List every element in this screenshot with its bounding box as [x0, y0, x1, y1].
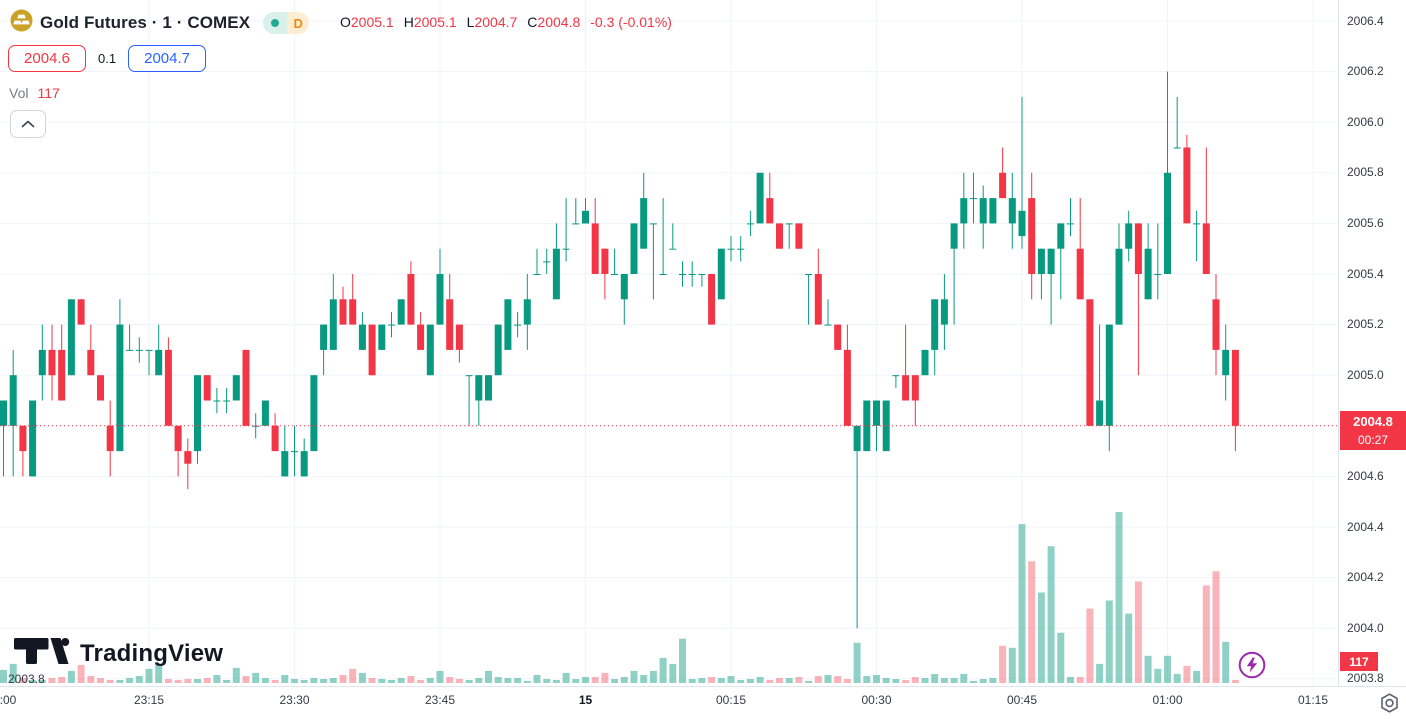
- chevron-up-icon: [21, 115, 35, 133]
- price-axis-label: 2006.4: [1347, 13, 1384, 28]
- time-axis-label: 00:30: [861, 693, 892, 707]
- tradingview-logo-icon: [14, 638, 70, 669]
- price-axis-label: 2006.0: [1347, 114, 1384, 129]
- time-axis[interactable]: :00 23:15 23:30 23:45 15 00:15 00:30 00:45 01:00…: [0, 686, 1406, 719]
- bar-countdown: 00:27: [1357, 432, 1389, 447]
- spread-value: 0.1: [98, 51, 117, 66]
- price-axis-bottom-label: 2003.8: [8, 672, 45, 686]
- last-price-countdown-label: 2004.8 00:27: [1340, 410, 1406, 450]
- candlestick-chart[interactable]: [0, 0, 1338, 686]
- status-dot: [263, 12, 288, 34]
- last-price-value: 2004.8: [1353, 413, 1393, 429]
- time-axis-label: 01:15: [1297, 693, 1329, 707]
- tradingview-watermark: TradingView: [14, 638, 223, 669]
- time-axis-label: :00: [0, 693, 17, 707]
- symbol-title[interactable]: Gold Futures · 1 · COMEX: [40, 13, 251, 32]
- high-label: H: [403, 14, 414, 30]
- change-value: -0.3 (-0.01%): [590, 14, 672, 30]
- time-axis-label: 00:15: [715, 693, 747, 707]
- close-label: C: [527, 14, 538, 30]
- price-axis-label: 2004.2: [1347, 570, 1384, 585]
- low-value: 2004.7: [474, 14, 518, 30]
- delayed-data-badge[interactable]: D: [287, 12, 310, 34]
- price-axis[interactable]: 2006.4 2006.2 2006.0 2005.8 2005.6 2005.4 2005…: [1338, 0, 1406, 686]
- open-value: 2005.1: [350, 14, 394, 30]
- settings-icon[interactable]: [1379, 692, 1400, 719]
- volume-legend: Vol 117: [9, 85, 60, 101]
- time-axis-label: 23:15: [133, 693, 165, 707]
- price-axis-label: 2004.4: [1347, 519, 1384, 534]
- buy-ask-button[interactable]: 2004.7: [128, 45, 207, 72]
- price-axis-label: 2004.0: [1347, 620, 1384, 635]
- time-axis-label: 01:00: [1152, 693, 1183, 707]
- price-axis-label: 2005.6: [1347, 215, 1384, 230]
- price-axis-label: 2003.8: [1347, 671, 1384, 686]
- market-status-pill[interactable]: D: [263, 12, 310, 34]
- lightning-icon[interactable]: [1238, 651, 1266, 679]
- symbol-legend[interactable]: Gold Futures · 1 · COMEX D: [10, 9, 310, 37]
- volume-value: 117: [37, 85, 60, 101]
- watermark-text: TradingView: [80, 639, 224, 667]
- bid-ask-row: 2004.6 0.1 2004.7: [8, 45, 207, 72]
- price-axis-label: 2005.2: [1347, 317, 1384, 332]
- volume-axis-label: 117: [1340, 652, 1378, 671]
- price-axis-label: 2005.4: [1347, 266, 1384, 281]
- ohlc-legend: O2005.1 H2005.1 L2004.7 C2004.8 -0.3 (-0…: [340, 14, 672, 30]
- volume-label: Vol: [9, 85, 29, 101]
- price-axis-label: 2004.6: [1347, 468, 1384, 483]
- open-label: O: [340, 14, 351, 30]
- price-axis-label: 2005.0: [1347, 367, 1384, 382]
- low-label: L: [466, 14, 475, 30]
- time-axis-label: 23:45: [424, 693, 456, 707]
- price-axis-label: 2005.8: [1347, 165, 1384, 180]
- gold-coin-icon: [10, 9, 33, 37]
- high-value: 2005.1: [413, 14, 457, 30]
- collapse-legend-button[interactable]: [10, 110, 46, 138]
- sell-bid-button[interactable]: 2004.6: [8, 45, 86, 72]
- time-axis-label: 23:30: [279, 693, 310, 707]
- close-value: 2004.8: [537, 14, 581, 30]
- time-axis-label: 00:45: [1006, 693, 1038, 707]
- time-axis-label: 15: [578, 693, 593, 707]
- candlestick-chart-pane[interactable]: [0, 0, 1338, 686]
- price-axis-label: 2006.2: [1347, 64, 1384, 79]
